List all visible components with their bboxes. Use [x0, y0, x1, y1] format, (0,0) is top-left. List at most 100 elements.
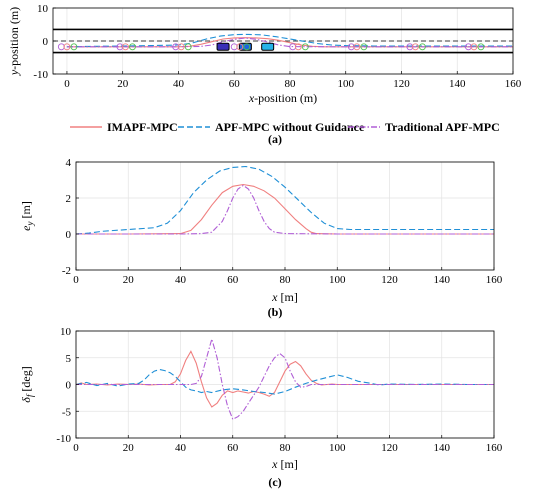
vehicle-position-marker	[477, 43, 485, 51]
x-tick-label: 20	[117, 78, 129, 90]
x-tick-label: 20	[123, 442, 135, 454]
panel-a-caption: (a)	[268, 132, 282, 146]
y-tick-label: -10	[33, 69, 48, 81]
vehicle-position-marker	[301, 43, 309, 51]
panel-b-x-axis-label-var: x	[271, 290, 278, 304]
y-tick-label: 10	[60, 326, 72, 338]
y-tick-label: 2	[66, 193, 72, 205]
panel-b-series	[75, 165, 494, 235]
x-tick-label: 60	[229, 78, 241, 90]
x-tick-label: 40	[173, 78, 185, 90]
x-tick-label: 80	[280, 442, 292, 454]
x-tick-label: 0	[73, 274, 79, 286]
obstacle-vehicle	[261, 42, 275, 51]
y-tick-label: 5	[66, 353, 72, 365]
panel-a-x-axis-label-var: x	[248, 91, 255, 105]
panel-a-ticks: 0 20 40 60 80 100 120 140 160 -10 0 10	[33, 3, 521, 90]
panel-c-x-axis-label-var: x	[271, 457, 278, 471]
x-tick-label: 40	[175, 442, 187, 454]
vehicle-position-marker	[353, 43, 361, 51]
series-line-apf-mpc-without-guidance	[66, 33, 513, 48]
panel-b-caption: (b)	[268, 305, 283, 319]
x-tick-label: 120	[393, 78, 410, 90]
panel-c-y-axis-label: δf [deg]	[19, 366, 35, 402]
x-tick-label: 20	[123, 274, 135, 286]
series-line-traditional-apf-mpc	[76, 336, 494, 421]
vehicle-position-marker	[70, 43, 78, 51]
vehicle-position-marker	[470, 43, 478, 51]
panel-b-y-axis-label-var: e	[19, 225, 33, 231]
x-tick-label: 120	[381, 274, 398, 286]
x-tick-label: 80	[280, 274, 292, 286]
x-tick-label: 160	[505, 78, 522, 90]
x-tick-label: 0	[64, 78, 70, 90]
x-tick-label: 80	[284, 78, 296, 90]
panel-c-ticks: 0 20 40 60 80 100 120 140 160 -10 -5 0 5 10	[56, 326, 502, 454]
x-tick-label: 160	[486, 442, 503, 454]
panel-b-x-axis-label-unit: [m]	[278, 290, 298, 304]
panel-b-grid	[75, 161, 495, 271]
panel-c-x-axis-label-unit: [m]	[278, 457, 298, 471]
x-tick-label: 100	[329, 274, 346, 286]
panel-b-x-axis-label: x [m]	[271, 290, 298, 304]
panel-c-y-axis-label-unit: [deg]	[19, 366, 33, 394]
vehicle-position-marker	[122, 43, 129, 51]
legend-label-traditional-apf-mpc: Traditional APF-MPC	[385, 120, 500, 134]
y-tick-label: 4	[66, 157, 72, 169]
x-tick-label: 140	[434, 274, 451, 286]
y-tick-label: 0	[66, 380, 72, 392]
x-tick-label: 160	[486, 274, 503, 286]
legend-entry-traditional-apf-mpc: Traditional APF-MPC	[348, 120, 500, 134]
panel-b-y-axis-label-sub: y	[25, 222, 35, 227]
legend: IMAPF-MPC APF-MPC without Guidance Tradi…	[70, 120, 500, 134]
x-tick-label: 140	[449, 78, 466, 90]
y-tick-label: -2	[62, 265, 71, 277]
vehicle-position-marker	[411, 43, 419, 51]
legend-label-imapf-mpc: IMAPF-MPC	[107, 120, 178, 134]
vehicle-position-marker	[360, 43, 368, 51]
obstacle-vehicle	[216, 42, 230, 51]
vehicle-position-marker	[184, 43, 192, 51]
x-tick-label: 40	[175, 274, 187, 286]
series-line-apf-mpc-without-guidance	[75, 368, 494, 395]
panel-c-series	[75, 336, 494, 421]
panel-c-y-axis-label-var: δ	[19, 397, 33, 403]
vehicle-position-marker	[236, 43, 244, 51]
panel-c-steering-angle-plot: 0 20 40 60 80 100 120 140 160 -10 -5 0 5 10 x [m] δf …	[19, 326, 503, 489]
vehicle-position-marker	[294, 43, 302, 51]
y-tick-label: 0	[43, 36, 49, 48]
x-tick-label: 60	[227, 442, 239, 454]
series-line-apf-mpc-without-guidance	[75, 165, 494, 235]
panel-a-vehicle-markers	[57, 43, 485, 51]
y-tick-label: 10	[37, 3, 49, 15]
vehicle-position-marker	[63, 43, 71, 51]
series-line-imapf-mpc	[76, 183, 494, 235]
vehicle-position-marker	[129, 43, 136, 51]
x-tick-label: 140	[434, 442, 451, 454]
vehicle-position-marker	[243, 43, 251, 51]
vehicle-position-marker	[57, 43, 65, 51]
x-tick-label: 120	[381, 442, 398, 454]
panel-a-y-axis-label-unit: -position (m)	[7, 7, 21, 70]
x-tick-label: 100	[329, 442, 346, 454]
panel-a-road-lines	[53, 28, 513, 54]
panel-a-x-axis-label: x-position (m)	[248, 91, 317, 105]
panel-c-y-axis-label-sub: f	[25, 393, 35, 397]
panel-b-y-axis-label: ey [m]	[19, 201, 35, 231]
legend-label-apf-mpc-without-guidance: APF-MPC without Guidance	[215, 120, 365, 134]
series-line-traditional-apf-mpc	[76, 184, 494, 235]
panel-c-x-axis-label: x [m]	[271, 457, 298, 471]
vehicle-position-marker	[418, 43, 426, 51]
panel-a-y-axis-label: y-position (m)	[7, 7, 21, 76]
y-tick-label: -5	[62, 406, 72, 418]
y-tick-label: -10	[56, 433, 71, 445]
panel-a-y-axis-label-var: y	[7, 69, 21, 76]
x-tick-label: 0	[73, 442, 79, 454]
x-tick-label: 100	[337, 78, 354, 90]
x-tick-label: 60	[227, 274, 239, 286]
y-tick-label: 0	[66, 229, 72, 241]
